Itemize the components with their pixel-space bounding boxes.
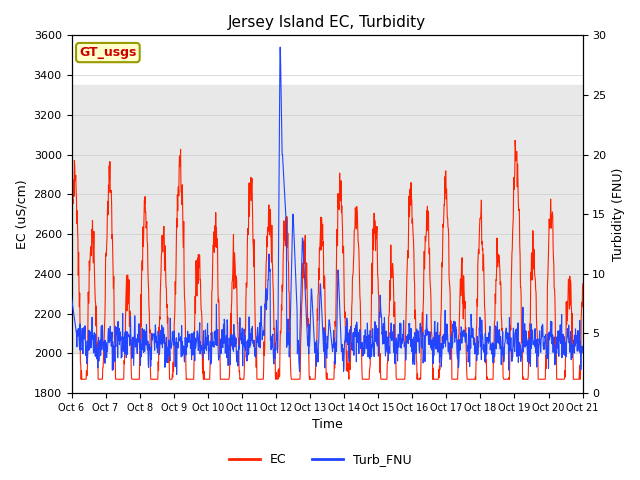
Title: Jersey Island EC, Turbidity: Jersey Island EC, Turbidity	[228, 15, 426, 30]
Y-axis label: EC (uS/cm): EC (uS/cm)	[15, 180, 28, 249]
Bar	[72, 85, 582, 353]
X-axis label: Time: Time	[312, 419, 342, 432]
Y-axis label: Turbidity (FNU): Turbidity (FNU)	[612, 168, 625, 261]
Text: GT_usgs: GT_usgs	[79, 46, 136, 59]
Legend: EC, Turb_FNU: EC, Turb_FNU	[223, 448, 417, 471]
